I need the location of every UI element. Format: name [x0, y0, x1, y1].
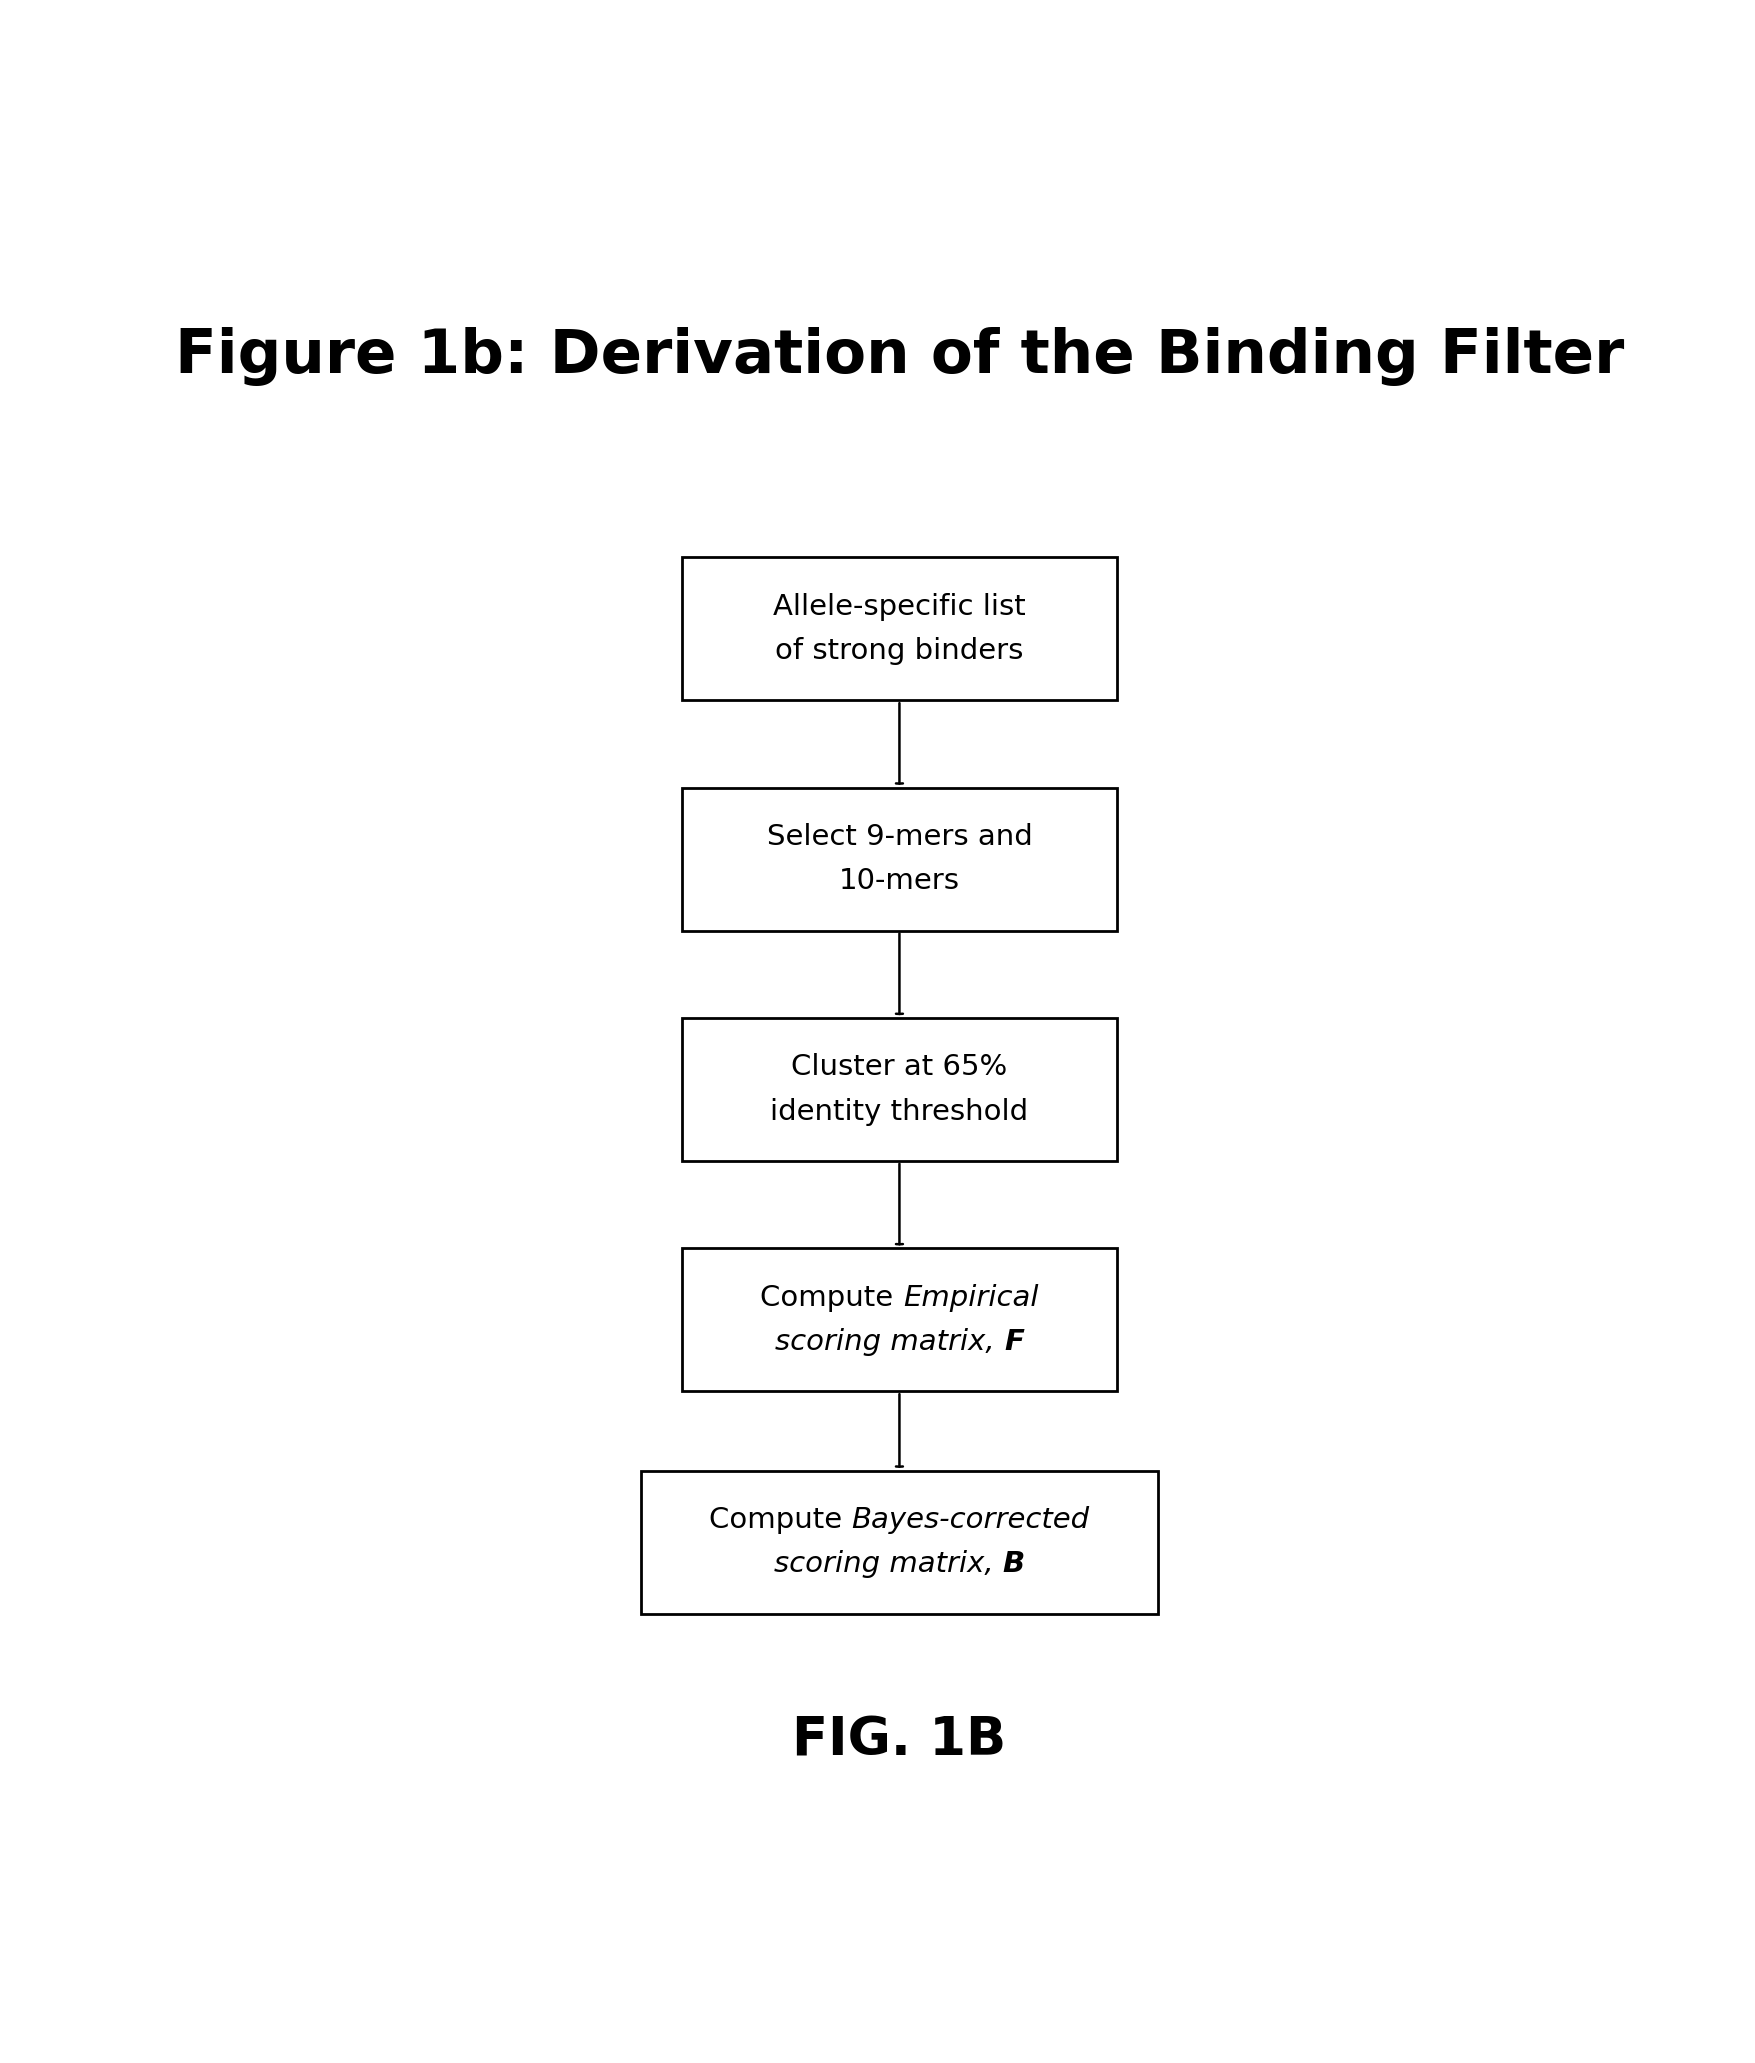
FancyBboxPatch shape [681, 788, 1116, 930]
Text: of strong binders: of strong binders [776, 637, 1023, 664]
FancyBboxPatch shape [681, 1248, 1116, 1390]
Text: Select 9-mers and: Select 9-mers and [767, 823, 1032, 850]
Text: F: F [1004, 1329, 1023, 1355]
FancyBboxPatch shape [681, 1017, 1116, 1161]
Text: 10-mers: 10-mers [839, 866, 960, 895]
Text: scoring matrix,: scoring matrix, [774, 1551, 1002, 1578]
Text: Empirical: Empirical [902, 1283, 1039, 1312]
Text: B: B [1002, 1551, 1025, 1578]
Text: Cluster at 65%: Cluster at 65% [792, 1054, 1007, 1081]
Text: scoring matrix,: scoring matrix, [776, 1329, 1004, 1355]
Text: Compute: Compute [709, 1506, 851, 1535]
FancyBboxPatch shape [681, 557, 1116, 699]
Text: FIG. 1B: FIG. 1B [792, 1714, 1007, 1766]
Text: Compute: Compute [760, 1283, 902, 1312]
Text: identity threshold: identity threshold [770, 1098, 1028, 1126]
Text: Allele-specific list: Allele-specific list [772, 592, 1027, 621]
Text: Bayes-corrected: Bayes-corrected [851, 1506, 1090, 1535]
FancyBboxPatch shape [641, 1471, 1158, 1613]
Text: Figure 1b: Derivation of the Binding Filter: Figure 1b: Derivation of the Binding Fil… [176, 326, 1623, 386]
